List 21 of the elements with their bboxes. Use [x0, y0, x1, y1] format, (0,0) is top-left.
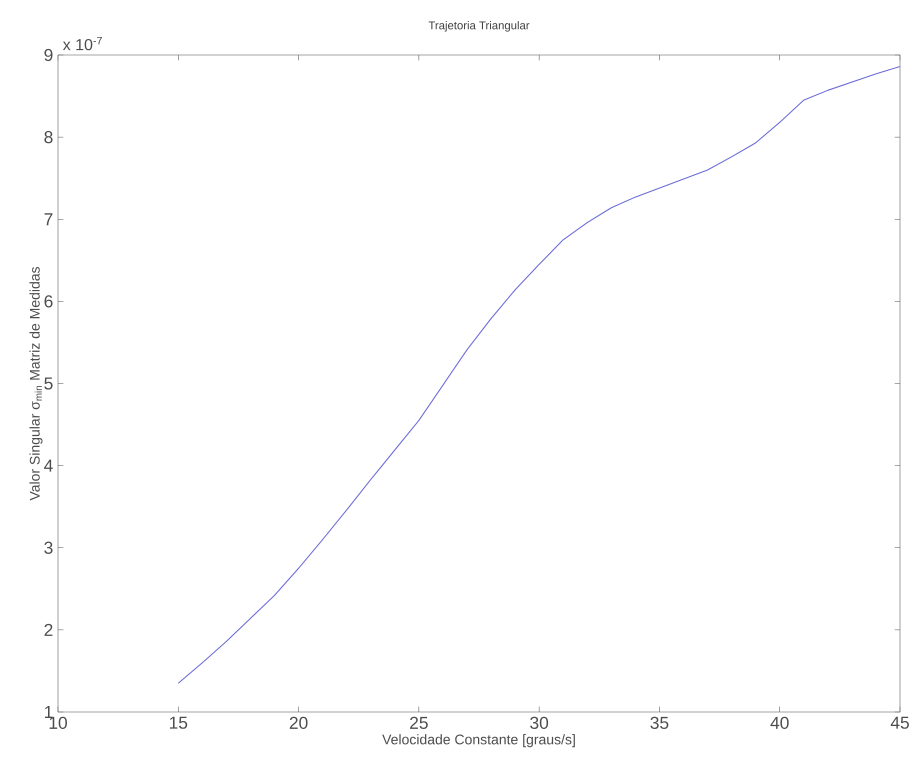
y-tick-label: 5 — [44, 377, 53, 390]
x-tick-label: 15 — [170, 716, 188, 729]
y-tick-label: 3 — [44, 542, 53, 554]
x-tick-label: 25 — [410, 716, 428, 729]
y-tick-label: 8 — [44, 130, 53, 144]
y-tick-label: 1 — [44, 706, 52, 718]
x-tick-label: 45 — [890, 716, 909, 729]
y-tick-label: 7 — [44, 213, 52, 226]
y-tick-label: 9 — [44, 48, 52, 62]
text: x 10$^{-7}$ — [62, 36, 102, 50]
y-tick-label: 6 — [44, 295, 53, 308]
x-tick-label: 30 — [530, 716, 548, 729]
x-axis-title: Velocidade Constante [graus/s] — [382, 734, 575, 748]
y-tick-label: 4 — [44, 460, 53, 472]
chart-title: Trajetoria Triangular — [428, 21, 530, 32]
x-tick-label: 40 — [770, 716, 789, 729]
x-tick-label: 35 — [650, 716, 668, 729]
y-tick-label: 2 — [44, 624, 52, 636]
y-axis-title: Valor Singular σ$_{min}$ Matriz de Medidas — [29, 266, 42, 501]
x-tick-label: 10 — [50, 716, 67, 729]
x-tick-label: 20 — [290, 716, 308, 729]
